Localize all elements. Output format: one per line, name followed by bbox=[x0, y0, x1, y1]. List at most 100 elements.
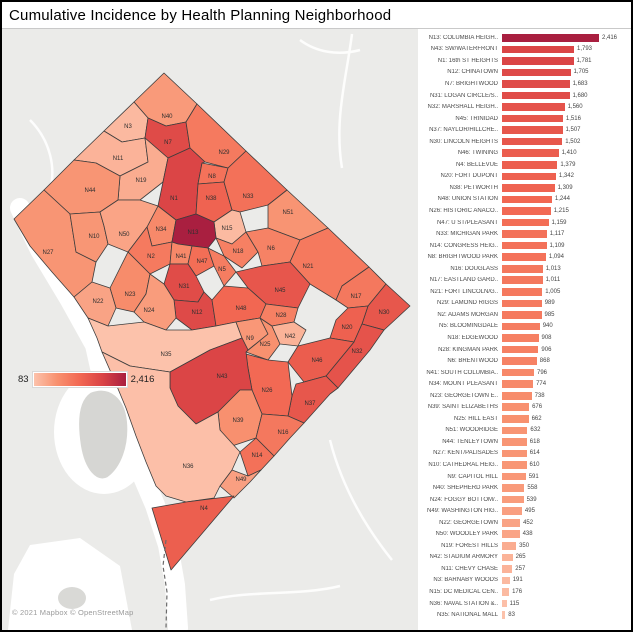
chart-row-label: N15: DC MEDICAL CEN.. bbox=[429, 589, 498, 596]
chart-bar[interactable] bbox=[502, 288, 543, 296]
chart-bar-value: 558 bbox=[527, 485, 538, 492]
chart-bar[interactable] bbox=[502, 449, 527, 458]
chart-row-label: N14: CONGRESS HEIG.. bbox=[429, 242, 498, 249]
dc-neighborhood-map[interactable]: N40 N3 N7 N29 N11 N19 N44 N1 N8 N38 N33 … bbox=[2, 29, 418, 630]
chart-bar[interactable] bbox=[502, 218, 549, 227]
chart-bar[interactable] bbox=[502, 264, 543, 273]
chart-bar[interactable] bbox=[502, 68, 571, 77]
chart-bar[interactable] bbox=[502, 80, 570, 88]
chart-row-label: N16: DOUGLASS bbox=[450, 265, 498, 272]
chart-bar-area: 1,244 bbox=[502, 195, 629, 204]
map-region-N47[interactable] bbox=[187, 245, 215, 277]
chart-bar[interactable] bbox=[502, 172, 556, 181]
map-region-N37[interactable] bbox=[287, 375, 339, 424]
chart-bar[interactable] bbox=[502, 542, 517, 550]
chart-bar[interactable] bbox=[502, 611, 506, 619]
chart-bar[interactable] bbox=[502, 565, 513, 573]
chart-bar[interactable] bbox=[502, 276, 543, 285]
chart-bar[interactable] bbox=[502, 576, 510, 585]
chart-bar[interactable] bbox=[502, 207, 551, 215]
chart-bar-value: 438 bbox=[522, 531, 533, 538]
chart-row-label: N23: GEORGETOWN E.. bbox=[430, 392, 498, 399]
chart-row-label: N47: U ST/PLEASANT bbox=[436, 219, 498, 226]
chart-bar[interactable] bbox=[502, 299, 542, 308]
road-line bbox=[299, 38, 361, 54]
chart-bar[interactable] bbox=[502, 438, 527, 446]
map-region-N14[interactable] bbox=[239, 437, 275, 477]
chart-row: N48: UNION STATION 1,244 bbox=[420, 194, 629, 206]
color-legend: 83 2,416 bbox=[18, 372, 154, 387]
chart-row-label: N13: COLUMBIA HEIGH.. bbox=[428, 34, 498, 41]
chart-bar-value: 1,094 bbox=[548, 254, 564, 261]
chart-bar[interactable] bbox=[502, 530, 520, 539]
chart-bar-value: 1,215 bbox=[553, 207, 569, 214]
chart-bar-area: 985 bbox=[502, 311, 629, 319]
chart-bar[interactable] bbox=[502, 230, 547, 238]
chart-row: N13: COLUMBIA HEIGH.. 2,416 bbox=[420, 32, 629, 44]
map-region-N42[interactable] bbox=[271, 321, 307, 347]
chart-row: N49: WASHINGTON HIG.. 495 bbox=[420, 505, 629, 517]
chart-row-label: N19: FOREST HILLS bbox=[441, 542, 498, 549]
chart-bar-area: 1,011 bbox=[502, 276, 629, 285]
chart-bar[interactable] bbox=[502, 391, 532, 400]
chart-bar[interactable] bbox=[502, 507, 522, 515]
chart-row: N51: WOODRIDGE 632 bbox=[420, 425, 629, 437]
chart-bar[interactable] bbox=[502, 345, 539, 354]
chart-bar[interactable] bbox=[502, 461, 527, 469]
chart-bar[interactable] bbox=[502, 241, 547, 250]
chart-bar[interactable] bbox=[502, 334, 539, 342]
map-region-N5[interactable] bbox=[207, 247, 237, 287]
chart-row: N40: SHEPHERD PARK 558 bbox=[420, 482, 629, 494]
chart-bar[interactable] bbox=[502, 357, 537, 365]
chart-bar[interactable] bbox=[502, 322, 540, 331]
chart-row: N31: LOGAN CIRCLE/S.. 1,680 bbox=[420, 90, 629, 102]
chart-bar[interactable] bbox=[502, 311, 542, 319]
chart-row: N45: TRINIDAD 1,516 bbox=[420, 113, 629, 125]
chart-bar[interactable] bbox=[502, 484, 525, 492]
chart-bar[interactable] bbox=[502, 472, 526, 481]
chart-bar-value: 1,117 bbox=[549, 231, 565, 238]
chart-bar[interactable] bbox=[502, 160, 558, 169]
chart-row-label: N50: WOODLEY PARK bbox=[435, 531, 498, 538]
chart-row: N24: FOGGY BOTTOM/.. 539 bbox=[420, 494, 629, 506]
chart-bar[interactable] bbox=[502, 426, 528, 435]
chart-bar[interactable] bbox=[502, 403, 530, 412]
chart-bar[interactable] bbox=[502, 91, 570, 100]
river-south bbox=[8, 538, 132, 630]
chart-row: N8: BRIGHTWOOD PARK 1,094 bbox=[420, 251, 629, 263]
chart-bar[interactable] bbox=[502, 184, 555, 192]
chart-bar[interactable] bbox=[502, 253, 546, 261]
chart-bar[interactable] bbox=[502, 45, 574, 54]
chart-bar-value: 591 bbox=[528, 473, 539, 480]
chart-row: N44: TENLEYTOWN 618 bbox=[420, 436, 629, 448]
chart-bar[interactable] bbox=[502, 57, 574, 65]
chart-bar[interactable] bbox=[502, 137, 563, 146]
chart-bar[interactable] bbox=[502, 553, 513, 562]
chart-bar-area: 539 bbox=[502, 495, 629, 504]
chart-bar[interactable] bbox=[502, 114, 563, 123]
chart-row: N35: NATIONAL MALL 83 bbox=[420, 609, 629, 621]
chart-bar[interactable] bbox=[502, 126, 563, 134]
chart-bar[interactable] bbox=[502, 599, 507, 608]
chart-bar-value: 115 bbox=[509, 600, 520, 607]
chart-bar-area: 1,410 bbox=[502, 149, 629, 158]
chart-bar[interactable] bbox=[502, 415, 529, 423]
chart-bar[interactable] bbox=[502, 495, 524, 504]
chart-bar[interactable] bbox=[502, 33, 599, 42]
chart-bar[interactable] bbox=[502, 195, 552, 204]
chart-bar[interactable] bbox=[502, 149, 559, 158]
chart-bar-area: 1,117 bbox=[502, 230, 629, 238]
chart-bar[interactable] bbox=[502, 518, 521, 527]
chart-row-label: N33: MICHIGAN PARK bbox=[436, 231, 498, 238]
chart-bar[interactable] bbox=[502, 588, 510, 596]
chart-row: N42: STADIUM ARMORY 265 bbox=[420, 552, 629, 564]
chart-row: N43: SW/WATERFRONT 1,793 bbox=[420, 44, 629, 56]
chart-bar[interactable] bbox=[502, 368, 534, 377]
chart-row: N34: MOUNT PLEASANT 774 bbox=[420, 378, 629, 390]
chart-bar[interactable] bbox=[502, 103, 565, 111]
chart-bar[interactable] bbox=[502, 380, 534, 388]
map-region-N36[interactable] bbox=[101, 351, 241, 503]
choropleth-map-panel[interactable]: N40 N3 N7 N29 N11 N19 N44 N1 N8 N38 N33 … bbox=[2, 29, 418, 630]
chart-bar-area: 1,793 bbox=[502, 45, 629, 54]
map-region-N33[interactable] bbox=[223, 150, 288, 213]
